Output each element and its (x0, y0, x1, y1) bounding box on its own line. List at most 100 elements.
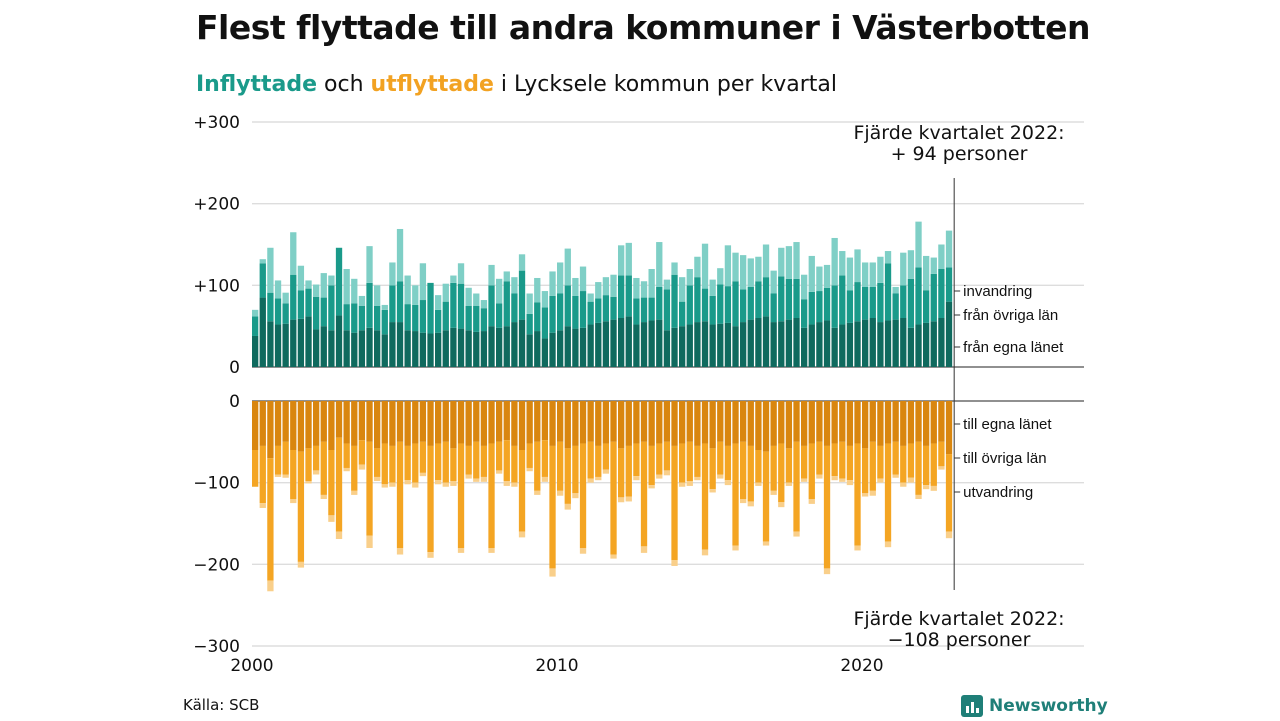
bar-out-egna (503, 401, 510, 441)
bar-out-utvandring (625, 496, 632, 502)
bar-in-invandring (297, 265, 305, 291)
bar-in-ovriga (930, 273, 937, 322)
bar-out-utvandring (671, 560, 678, 566)
bar-in-invandring (549, 271, 556, 296)
bar-out-egna (740, 401, 747, 442)
bar-chart-icon (961, 695, 983, 717)
bar-in-ovriga (435, 309, 442, 333)
series-label-bottom: utvandring (963, 484, 1033, 501)
bar-in-egna (496, 327, 503, 367)
bar-out-egna (549, 401, 556, 446)
bar-out-egna (618, 401, 625, 449)
bar-in-invandring (732, 252, 739, 282)
bar-out-ovriga (671, 445, 678, 561)
bar-in-invandring (534, 277, 541, 303)
bar-in-invandring (488, 264, 495, 286)
bar-in-egna (915, 324, 922, 367)
bar-out-ovriga (633, 443, 640, 477)
bar-in-ovriga (587, 301, 594, 325)
bar-in-invandring (557, 262, 564, 294)
bar-out-egna (473, 401, 480, 442)
bar-out-ovriga (648, 445, 655, 486)
y-tick-label-bottom: −200 (193, 555, 240, 575)
bar-in-egna (488, 326, 495, 367)
bar-in-invandring (892, 286, 899, 294)
bar-in-ovriga (717, 284, 724, 324)
bar-out-utvandring (503, 481, 510, 486)
bar-out-utvandring (808, 499, 815, 504)
bar-in-invandring (671, 262, 678, 275)
bar-out-utvandring (869, 490, 876, 496)
bar-in-invandring (259, 259, 266, 264)
bar-out-ovriga (618, 448, 625, 498)
bar-in-egna (907, 327, 915, 367)
bar-in-ovriga (366, 282, 373, 328)
bar-in-egna (503, 326, 510, 367)
bar-in-invandring (938, 244, 945, 269)
bar-out-egna (572, 401, 579, 446)
bar-in-egna (518, 319, 526, 367)
bar-out-utvandring (450, 481, 457, 486)
bar-in-invandring (526, 293, 533, 314)
bar-out-ovriga (343, 443, 350, 468)
bar-out-egna (930, 401, 937, 444)
bar-in-egna (633, 324, 640, 367)
chart-title: Flest flyttade till andra kommuner i Väs… (196, 8, 1090, 47)
bar-in-invandring (801, 274, 808, 300)
bar-out-ovriga (335, 437, 343, 532)
bar-out-ovriga (419, 441, 427, 473)
bar-out-utvandring (610, 554, 617, 559)
bar-in-ovriga (740, 289, 747, 323)
bar-out-utvandring (564, 503, 571, 510)
bar-out-utvandring (534, 490, 541, 495)
bar-in-egna (785, 319, 793, 367)
bar-in-egna (572, 328, 579, 367)
bar-out-ovriga (297, 451, 305, 562)
bar-in-egna (282, 323, 289, 367)
bar-out-egna (297, 401, 305, 452)
bar-out-ovriga (801, 445, 808, 479)
bar-out-ovriga (907, 443, 915, 478)
bar-in-invandring (366, 246, 373, 283)
bar-out-egna (785, 401, 793, 449)
bar-in-egna (648, 320, 655, 367)
bar-in-invandring (816, 266, 823, 292)
bar-out-ovriga (267, 458, 274, 581)
bar-in-egna (252, 335, 259, 367)
bar-in-invandring (785, 246, 793, 279)
bar-in-ovriga (625, 275, 632, 317)
bar-in-egna (427, 333, 434, 367)
bar-out-utvandring (396, 548, 404, 555)
bar-out-utvandring (945, 531, 953, 539)
bar-out-utvandring (389, 482, 396, 487)
annotation-top-line1: Fjärde kvartalet 2022: (853, 122, 1064, 144)
bar-in-ovriga (945, 267, 953, 302)
bar-out-ovriga (854, 443, 861, 546)
bar-out-utvandring (740, 499, 747, 504)
bar-in-egna (313, 329, 320, 367)
bar-out-egna (587, 401, 594, 442)
bar-out-ovriga (793, 441, 800, 532)
bar-in-invandring (762, 244, 770, 278)
bar-in-ovriga (679, 301, 686, 327)
bar-in-ovriga (488, 285, 495, 327)
bar-in-ovriga (526, 313, 533, 335)
bar-in-egna (541, 338, 549, 367)
bar-out-ovriga (480, 445, 488, 477)
bar-in-invandring (907, 250, 915, 279)
bar-in-invandring (572, 277, 579, 296)
bar-out-egna (518, 401, 526, 450)
bar-out-egna (274, 401, 282, 446)
annotation-bottom-line1: Fjärde kvartalet 2022: (853, 608, 1064, 630)
bar-out-ovriga (595, 445, 602, 477)
bar-out-utvandring (930, 485, 937, 491)
bar-out-ovriga (862, 448, 869, 494)
bar-out-utvandring (648, 485, 655, 489)
bar-in-invandring (282, 292, 289, 304)
bar-out-utvandring (907, 477, 915, 483)
bar-out-ovriga (930, 443, 937, 486)
bar-out-egna (328, 401, 335, 450)
bar-in-egna (755, 318, 762, 367)
bar-in-invandring (396, 228, 404, 282)
bar-in-invandring (442, 283, 449, 302)
